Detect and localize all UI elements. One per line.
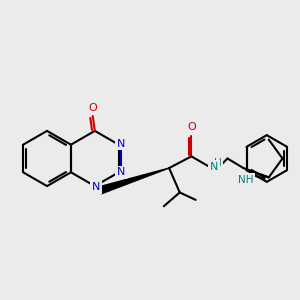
Text: H: H — [214, 158, 222, 168]
Text: N: N — [92, 182, 100, 192]
Text: N: N — [209, 162, 218, 172]
Text: O: O — [88, 103, 97, 112]
Text: N: N — [117, 139, 125, 148]
Text: O: O — [187, 122, 196, 132]
Text: N: N — [117, 167, 125, 177]
Text: NH: NH — [238, 175, 253, 185]
Polygon shape — [99, 168, 169, 194]
